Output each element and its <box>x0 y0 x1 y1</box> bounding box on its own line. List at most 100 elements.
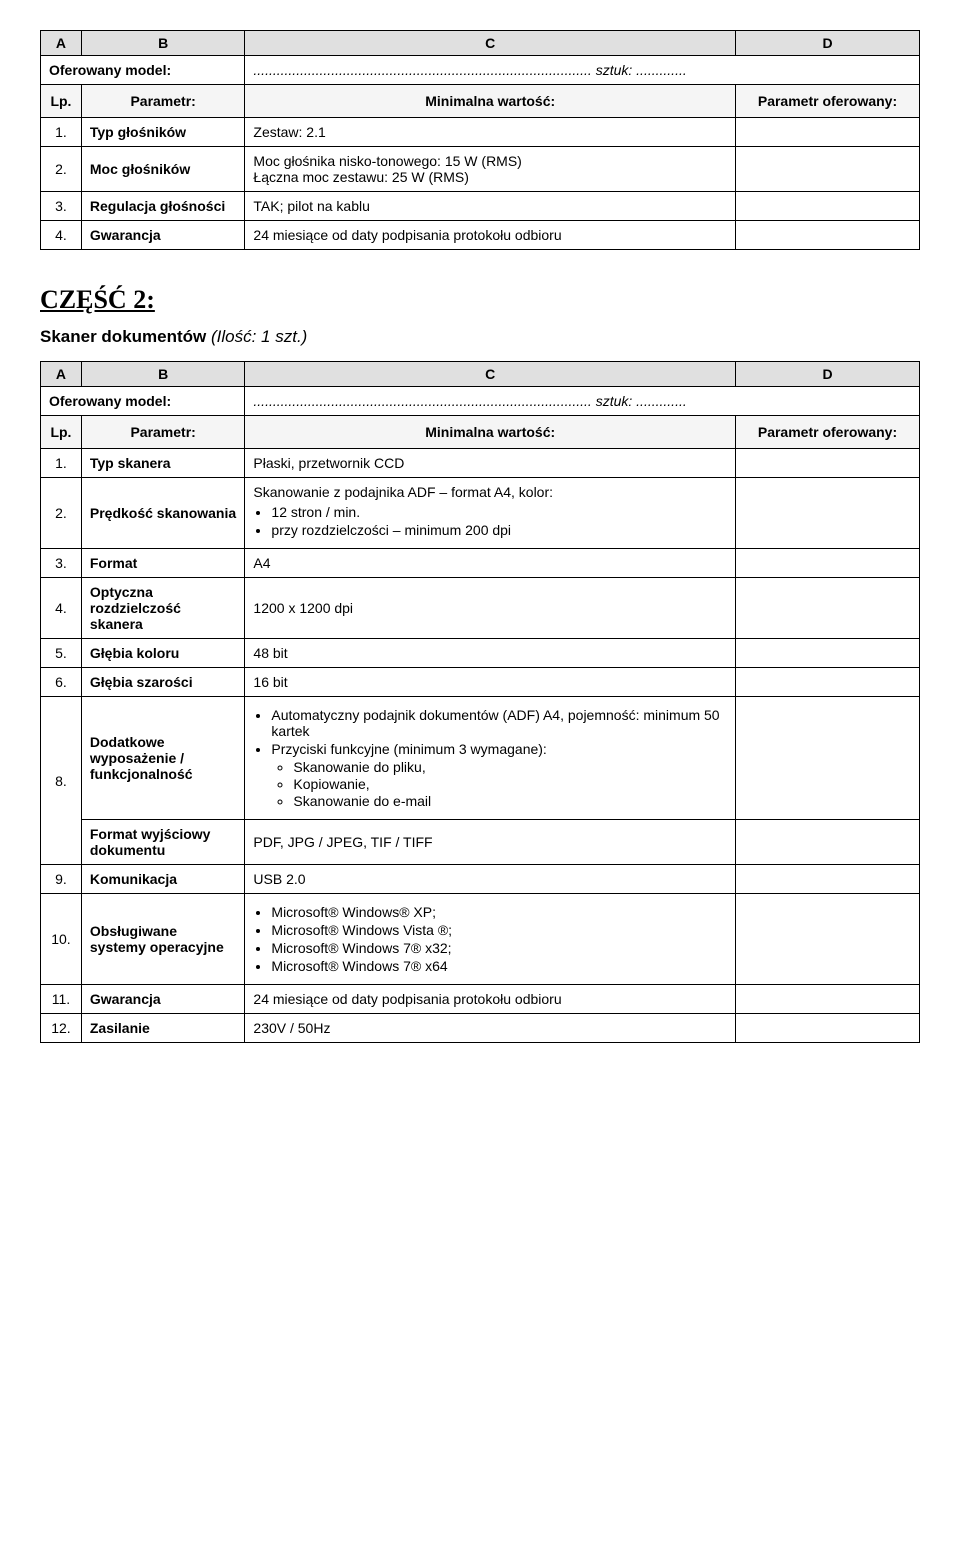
col-b: B <box>81 362 245 387</box>
col-a: A <box>41 31 82 56</box>
cell-min: 1200 x 1200 dpi <box>245 578 736 639</box>
scan-lead: Skanowanie z podajnika ADF – format A4, … <box>253 484 553 500</box>
table-row: 2. Prędkość skanowania Skanowanie z poda… <box>41 478 920 549</box>
cell-off <box>736 449 920 478</box>
table-row: 1. Typ głośników Zestaw: 2.1 <box>41 118 920 147</box>
offered-model-value: ........................................… <box>245 387 920 416</box>
sub-bullet-list: Skanowanie do pliku, Kopiowanie, Skanowa… <box>293 759 727 809</box>
cell-lp: 3. <box>41 192 82 221</box>
hdr-param: Parametr: <box>81 85 245 118</box>
bullet-item: Microsoft® Windows Vista ®; <box>271 922 727 938</box>
sub-bullet-item: Skanowanie do pliku, <box>293 759 727 775</box>
cell-min: Płaski, przetwornik CCD <box>245 449 736 478</box>
cell-param: Typ skanera <box>81 449 245 478</box>
cell-lp: 9. <box>41 865 82 894</box>
table-row: 11. Gwarancja 24 miesiące od daty podpis… <box>41 985 920 1014</box>
cell-min: 16 bit <box>245 668 736 697</box>
cell-off <box>736 894 920 985</box>
bullet-item: Automatyczny podajnik dokumentów (ADF) A… <box>271 707 727 739</box>
cell-param: Obsługiwane systemy operacyjne <box>81 894 245 985</box>
cell-lp: 5. <box>41 639 82 668</box>
cell-lp: 4. <box>41 221 82 250</box>
cell-off <box>736 221 920 250</box>
table-row: 8. Dodatkowe wyposażenie / funkcjonalnoś… <box>41 697 920 820</box>
cell-min: TAK; pilot na kablu <box>245 192 736 221</box>
bullet-list: Microsoft® Windows® XP; Microsoft® Windo… <box>271 904 727 974</box>
cell-off <box>736 549 920 578</box>
spec-table-scanner: A B C D Oferowany model: ...............… <box>40 361 920 1043</box>
cell-lp: 4. <box>41 578 82 639</box>
cell-min: Microsoft® Windows® XP; Microsoft® Windo… <box>245 894 736 985</box>
table-row: 3. Regulacja głośności TAK; pilot na kab… <box>41 192 920 221</box>
hdr-off: Parametr oferowany: <box>736 416 920 449</box>
cell-param: Gwarancja <box>81 221 245 250</box>
col-c: C <box>245 362 736 387</box>
table-row: 4. Optyczna rozdzielczość skanera 1200 x… <box>41 578 920 639</box>
section-2-subtitle: Skaner dokumentów (Ilość: 1 szt.) <box>40 327 920 347</box>
dots-line: ........................................… <box>253 393 591 409</box>
offered-model-label: Oferowany model: <box>41 56 245 85</box>
cell-param: Optyczna rozdzielczość skanera <box>81 578 245 639</box>
table-row: 1. Typ skanera Płaski, przetwornik CCD <box>41 449 920 478</box>
sztuk-dots: ............. <box>636 62 687 78</box>
cell-off <box>736 118 920 147</box>
cell-lp: 2. <box>41 478 82 549</box>
bullet-text: Przyciski funkcyjne (minimum 3 wymagane)… <box>271 741 546 757</box>
table-row: 4. Gwarancja 24 miesiące od daty podpisa… <box>41 221 920 250</box>
cell-min: 24 miesiące od daty podpisania protokołu… <box>245 221 736 250</box>
cell-param: Moc głośników <box>81 147 245 192</box>
cell-lp: 10. <box>41 894 82 985</box>
col-a: A <box>41 362 82 387</box>
sztuk-label: sztuk: <box>596 393 633 409</box>
cell-param: Prędkość skanowania <box>81 478 245 549</box>
sztuk-dots: ............. <box>636 393 687 409</box>
table-row: 3. Format A4 <box>41 549 920 578</box>
cell-lp: 3. <box>41 549 82 578</box>
cell-param: Dodatkowe wyposażenie / funkcjonalność <box>81 697 245 820</box>
cell-param: Regulacja głośności <box>81 192 245 221</box>
cell-lp: 1. <box>41 118 82 147</box>
bullet-list: 12 stron / min. przy rozdzielczości – mi… <box>271 504 727 538</box>
cell-off <box>736 639 920 668</box>
cell-off <box>736 192 920 221</box>
cell-min: Skanowanie z podajnika ADF – format A4, … <box>245 478 736 549</box>
section-2-sub-bold: Skaner dokumentów <box>40 327 211 346</box>
table-row: 6. Głębia szarości 16 bit <box>41 668 920 697</box>
dots-line: ........................................… <box>253 62 591 78</box>
cell-param: Komunikacja <box>81 865 245 894</box>
column-letter-row: A B C D <box>41 362 920 387</box>
cell-lp: 1. <box>41 449 82 478</box>
hdr-lp: Lp. <box>41 85 82 118</box>
cell-min: 48 bit <box>245 639 736 668</box>
table-row: 10. Obsługiwane systemy operacyjne Micro… <box>41 894 920 985</box>
section-2-sub-italic: (Ilość: 1 szt.) <box>211 327 307 346</box>
table-row: 5. Głębia koloru 48 bit <box>41 639 920 668</box>
cell-param: Typ głośników <box>81 118 245 147</box>
cell-off <box>736 985 920 1014</box>
cell-lp: 11. <box>41 985 82 1014</box>
sztuk-label: sztuk: <box>596 62 633 78</box>
cell-min: 24 miesiące od daty podpisania protokołu… <box>245 985 736 1014</box>
offered-model-row: Oferowany model: .......................… <box>41 387 920 416</box>
cell-param: Format <box>81 549 245 578</box>
offered-model-value: ........................................… <box>245 56 920 85</box>
cell-min: A4 <box>245 549 736 578</box>
hdr-min: Minimalna wartość: <box>245 416 736 449</box>
cell-lp: 12. <box>41 1014 82 1043</box>
bullet-item: Przyciski funkcyjne (minimum 3 wymagane)… <box>271 741 727 809</box>
offered-model-row: Oferowany model: .......................… <box>41 56 920 85</box>
bullet-item: Microsoft® Windows® XP; <box>271 904 727 920</box>
cell-param: Zasilanie <box>81 1014 245 1043</box>
bullet-item: Microsoft® Windows 7® x64 <box>271 958 727 974</box>
table-row: Format wyjściowy dokumentu PDF, JPG / JP… <box>41 820 920 865</box>
bullet-item: Microsoft® Windows 7® x32; <box>271 940 727 956</box>
cell-param: Format wyjściowy dokumentu <box>81 820 245 865</box>
cell-lp: 2. <box>41 147 82 192</box>
table-row: 2. Moc głośników Moc głośnika nisko-tono… <box>41 147 920 192</box>
table-row: 12. Zasilanie 230V / 50Hz <box>41 1014 920 1043</box>
col-b: B <box>81 31 245 56</box>
sub-bullet-item: Skanowanie do e-mail <box>293 793 727 809</box>
cell-min: PDF, JPG / JPEG, TIF / TIFF <box>245 820 736 865</box>
cell-min: Automatyczny podajnik dokumentów (ADF) A… <box>245 697 736 820</box>
cell-param: Głębia koloru <box>81 639 245 668</box>
